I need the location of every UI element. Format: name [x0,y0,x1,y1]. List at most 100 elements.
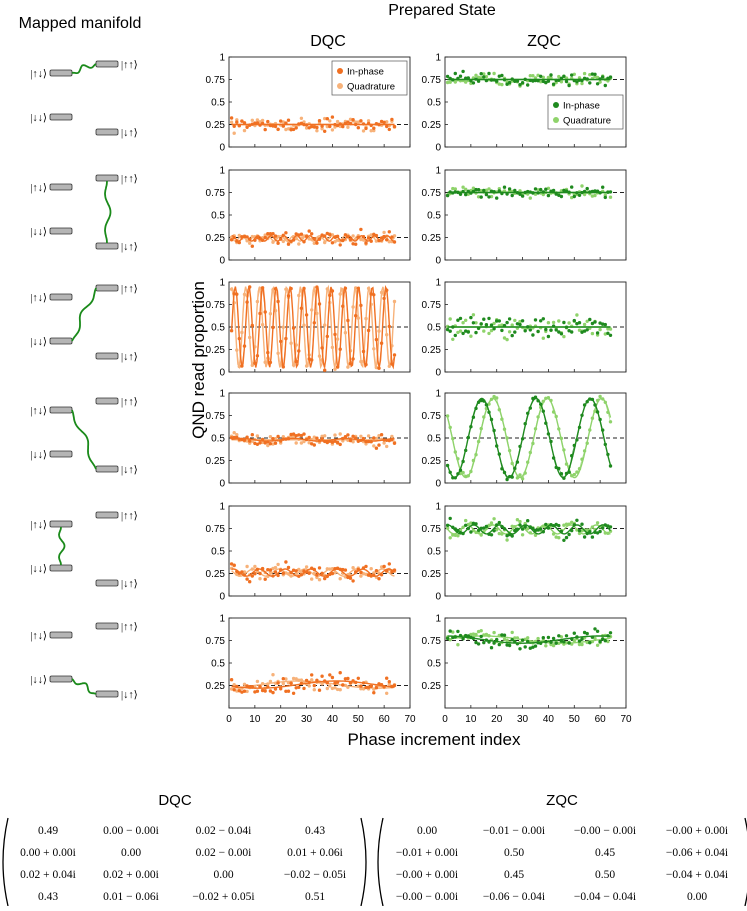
quadrature-point [526,527,530,531]
y-tick-label: 0.75 [422,300,442,311]
in-phase-point [335,440,340,445]
in-phase-point [588,641,592,645]
quadrature-point [372,128,376,133]
quadrature-point [570,520,574,524]
quadrature-point [466,192,470,196]
in-phase-point [590,72,595,76]
x-tick-label: 30 [301,714,313,725]
in-phase-point [533,644,538,648]
quadrature-point [546,321,551,325]
in-phase-point [546,635,551,640]
y-tick-label: 0.25 [422,569,442,580]
in-phase-point [294,434,298,438]
matrix-cell: 0.43 [305,825,325,837]
in-phase-point [273,234,278,238]
y-tick-label: 1 [219,614,225,625]
state-label: |↑↓⟩ [30,182,47,194]
in-phase-point [364,126,368,131]
in-phase-point [489,533,494,537]
in-phase-point [549,328,553,332]
quadrature-point [235,689,239,693]
in-phase-point [471,81,476,85]
quadrature-point [268,679,273,684]
quadrature-point [580,184,584,188]
in-phase-point [445,193,450,198]
manifold-row: |↑↓⟩ |↓↓⟩ |↑↑⟩ |↓↑⟩ [30,510,137,590]
quadrature-point [328,119,332,123]
in-phase-point [461,69,465,74]
quadrature-point [505,638,509,642]
in-phase-point [273,570,278,574]
quadrature-point [461,185,465,189]
y-tick-label: 0.75 [206,636,226,647]
in-phase-point [266,232,270,236]
quadrature-point [469,632,473,637]
y-tick-label: 0 [435,479,441,490]
matrix-cell: 0.02 + 0.04i [20,869,76,881]
in-phase-point [351,118,355,122]
in-phase-point [608,525,613,529]
quadrature-point [577,76,582,80]
in-phase-point [461,637,465,641]
quadrature-point [312,435,316,439]
in-phase-point [601,637,605,641]
quadrature-point [232,131,236,135]
in-phase-point [379,433,384,437]
in-phase-point [541,636,545,640]
state-label: |↓↑⟩ [121,351,138,363]
y-tick-label: 0.25 [422,456,442,467]
quadrature-point [338,124,342,129]
zqc-matrix-title: ZQC [546,792,578,809]
quadrature-point [291,676,296,681]
quadrature-point [474,632,478,637]
matrix-cell: −0.02 + 0.05i [192,891,254,903]
quadrature-point [335,687,340,692]
quadrature-point [284,677,288,681]
chart-panel-zqc-row5: 0 0.25 0.5 0.75 1 [422,502,627,603]
in-phase-point [479,72,483,76]
quadrature-point [520,533,525,537]
in-phase-point [330,115,335,119]
quadrature-point [258,577,262,581]
quadrature-point [291,435,296,439]
in-phase-point [266,568,270,572]
quadrature-point [580,642,584,647]
in-phase-point [289,432,293,437]
in-phase-point [377,577,381,581]
in-phase-point [338,442,342,447]
in-phase-point [570,185,574,189]
in-phase-point [268,232,273,236]
in-phase-point [255,689,260,693]
in-phase-point [364,685,368,690]
matrix-cell: −0.00 − 0.00i [396,891,458,903]
in-phase-point [260,688,265,693]
quadrature-point [595,75,600,80]
quadrature-point [510,524,514,528]
in-phase-point [346,120,350,124]
quadrature-point [445,414,450,418]
quadrature-point [271,673,275,677]
matrix-cell: −0.00 − 0.00i [574,825,636,837]
quadrature-point [500,82,504,87]
in-phase-point [279,687,283,691]
in-phase-point [601,185,605,189]
quadrature-point [608,195,613,199]
quadrature-point [510,323,514,327]
quadrature-point [453,80,457,84]
y-tick-label: 0 [435,256,441,267]
energy-level [49,69,73,77]
in-phase-point [297,685,301,689]
x-tick-label: 40 [543,714,555,725]
in-phase-point [382,120,386,125]
in-phase-point [294,686,298,690]
quadrature-point [359,574,363,578]
quadrature-point [382,230,386,235]
state-label: |↓↑⟩ [121,578,138,590]
y-tick-label: 1 [435,278,441,289]
in-phase-point [539,74,543,79]
energy-level [95,465,119,473]
quadrature-point [351,234,355,238]
quadrature-point [325,686,329,691]
matrix-cell: 0.49 [38,825,58,837]
in-phase-point [320,437,324,441]
